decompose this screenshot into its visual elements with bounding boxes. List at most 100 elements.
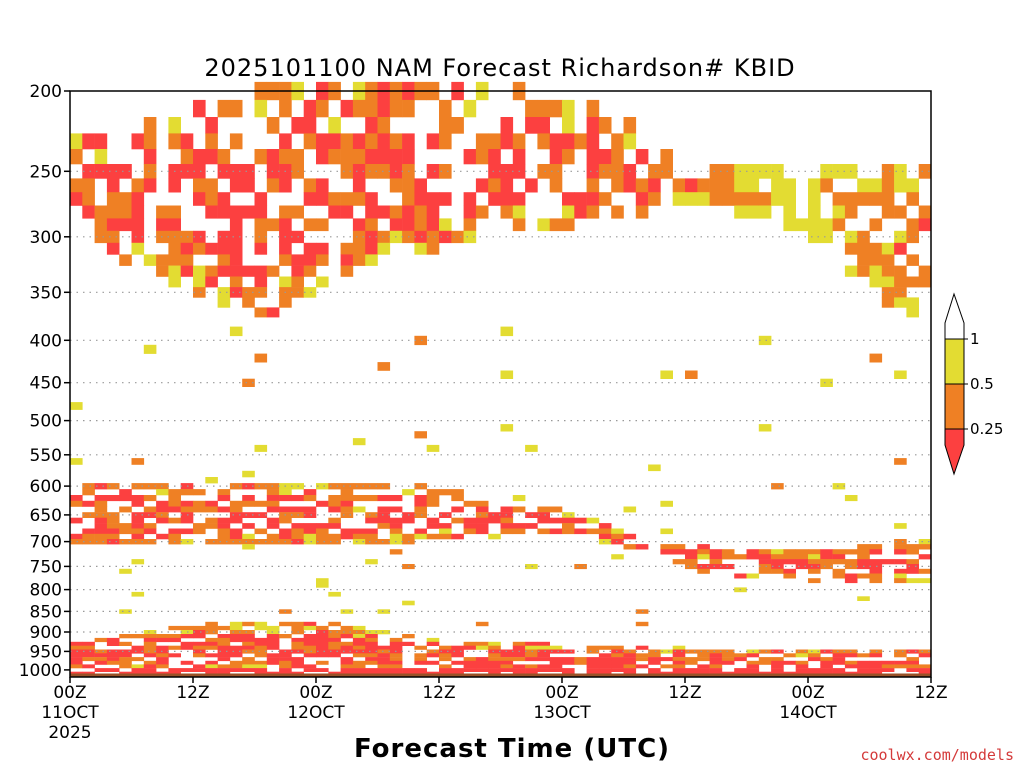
- heatmap-cell: [340, 660, 354, 665]
- heatmap-cell: [586, 657, 600, 662]
- heatmap-cell: [365, 512, 378, 518]
- heatmap-cell: [512, 528, 526, 535]
- heatmap-cell: [266, 506, 280, 513]
- heatmap-cell: [143, 539, 157, 545]
- heatmap-cell: [131, 657, 145, 662]
- heatmap-cell: [414, 218, 427, 232]
- legend-label-025: 0.25: [970, 420, 1003, 438]
- heatmap-cell: [660, 149, 673, 165]
- heatmap-cell: [377, 164, 391, 179]
- heatmap-cell: [193, 528, 206, 535]
- heatmap-cell: [598, 653, 612, 658]
- heatmap-cell: [832, 649, 846, 654]
- heatmap-cell: [906, 254, 919, 266]
- heatmap-cell: [795, 554, 809, 560]
- heatmap-cell: [340, 265, 354, 277]
- heatmap-cell: [316, 645, 329, 650]
- heatmap-cell: [254, 276, 268, 288]
- heatmap-cell: [254, 265, 268, 277]
- heatmap-cell: [685, 549, 698, 555]
- heatmap-cell: [586, 668, 600, 672]
- heatmap-cell: [500, 668, 514, 672]
- heatmap-cell: [229, 230, 243, 244]
- heatmap-cell: [660, 544, 673, 550]
- heatmap-cell: [94, 512, 108, 518]
- heatmap-cell: [439, 489, 452, 496]
- heatmap-cell: [685, 660, 698, 665]
- heatmap-cell: [709, 564, 723, 570]
- heatmap-cell: [94, 483, 108, 490]
- heatmap-cell: [352, 149, 366, 165]
- heatmap-cell: [106, 653, 120, 658]
- heatmap-cell: [463, 192, 477, 206]
- heatmap-cell: [168, 668, 181, 672]
- heatmap-cell: [229, 483, 243, 490]
- heatmap-cell: [316, 637, 329, 643]
- heatmap-cell: [106, 539, 120, 545]
- heatmap-cell: [229, 517, 243, 524]
- heatmap-cell: [844, 578, 858, 584]
- heatmap-cell: [156, 506, 169, 513]
- heatmap-cell: [857, 178, 870, 193]
- x-tick-label: 00Z: [791, 683, 824, 703]
- heatmap-cell: [205, 477, 218, 484]
- heatmap-cell: [180, 489, 194, 496]
- heatmap-cell: [365, 630, 378, 635]
- heatmap-cell: [180, 133, 194, 150]
- heatmap-cell: [229, 528, 243, 535]
- heatmap-cell: [488, 653, 501, 658]
- heatmap-cell: [857, 254, 870, 266]
- heatmap-cell: [131, 649, 145, 654]
- x-tick-label: 14OCT: [779, 703, 837, 723]
- heatmap-cell: [365, 645, 378, 650]
- heatmap-cell: [180, 517, 194, 524]
- heatmap-cell: [156, 205, 169, 219]
- heatmap-cell: [771, 554, 784, 560]
- heatmap-cell: [229, 287, 243, 298]
- heatmap-cell: [217, 495, 231, 502]
- heatmap-cell: [205, 625, 218, 631]
- heatmap-cell: [918, 265, 932, 277]
- heatmap-cell: [574, 517, 587, 524]
- heatmap-cell: [266, 625, 280, 631]
- heatmap-cell: [475, 528, 489, 535]
- heatmap-cell: [623, 653, 637, 658]
- y-tick-label: 600: [30, 477, 62, 497]
- heatmap-cell: [352, 533, 366, 540]
- heatmap-cell: [279, 668, 292, 672]
- heatmap-cell: [586, 192, 600, 206]
- heatmap-cell: [512, 645, 526, 650]
- heatmap-cell: [463, 99, 477, 118]
- heatmap-cell: [217, 668, 231, 672]
- heatmap-cell: [254, 637, 268, 643]
- heatmap-cell: [439, 657, 452, 662]
- heatmap-cell: [340, 657, 354, 662]
- heatmap-cell: [820, 668, 833, 672]
- heatmap-cell: [611, 664, 624, 669]
- heatmap-cell: [771, 657, 784, 662]
- heatmap-cell: [205, 641, 218, 646]
- heatmap-cell: [168, 495, 181, 502]
- heatmap-cell: [562, 205, 575, 219]
- heatmap-cell: [303, 133, 317, 150]
- heatmap-cell: [881, 559, 895, 565]
- heatmap-cell: [475, 645, 489, 650]
- heatmap-cell: [648, 164, 661, 179]
- heatmap-cell: [328, 506, 341, 513]
- heatmap-cell: [229, 630, 243, 635]
- heatmap-cell: [439, 649, 452, 654]
- heatmap-cell: [500, 178, 514, 193]
- plot-frame: [69, 90, 932, 678]
- heatmap-cell: [205, 653, 218, 658]
- heatmap-cell: [918, 218, 932, 232]
- heatmap-cell: [254, 539, 268, 545]
- heatmap-cell: [389, 506, 403, 513]
- heatmap-cell: [328, 523, 341, 529]
- heatmap-cell: [340, 99, 354, 118]
- heatmap-cell: [328, 591, 341, 597]
- chart-title: 2025101100 NAM Forecast Richardson# KBID: [204, 54, 795, 82]
- heatmap-cell: [82, 528, 95, 535]
- heatmap-cell: [537, 133, 550, 150]
- heatmap-cell: [106, 512, 120, 518]
- heatmap-cell: [881, 276, 895, 288]
